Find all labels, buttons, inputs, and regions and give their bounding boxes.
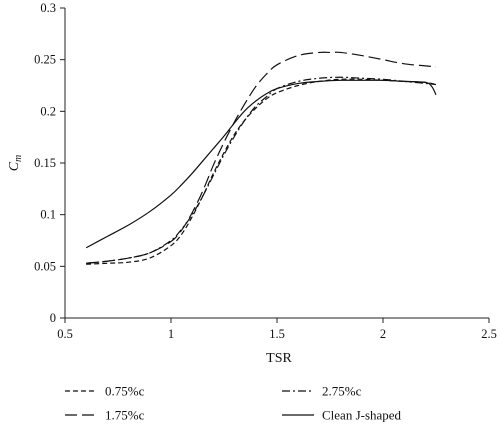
legend-item: 1.75%c <box>65 408 145 423</box>
y-tick-label: 0 <box>50 311 56 325</box>
y-ticks: 0 0.05 0.1 0.15 0.2 0.25 0.3 <box>34 1 65 325</box>
series-line-long-dashed <box>86 51 437 264</box>
y-tick-label: 0.25 <box>34 53 56 67</box>
x-tick-label: 2 <box>380 327 386 341</box>
legend-item: Clean J-shaped <box>282 408 402 423</box>
y-tick-label: 0.1 <box>40 208 56 222</box>
legend-label: Clean J-shaped <box>322 408 402 423</box>
x-tick-label: 0.5 <box>57 327 73 341</box>
x-tick-label: 1 <box>168 327 174 341</box>
legend-item: 0.75%c <box>65 384 145 399</box>
series-line-solid <box>85 79 437 249</box>
y-tick-label: 0.05 <box>34 259 56 273</box>
legend-label: 0.75%c <box>105 384 145 399</box>
series-line-dashed <box>86 78 437 265</box>
legend-item: 2.75%c <box>282 384 362 399</box>
y-axis-title: Cm <box>7 155 24 172</box>
y-tick-label: 0.15 <box>34 156 56 170</box>
x-ticks: 0.5 1 1.5 2 2.5 <box>57 318 497 341</box>
y-tick-label: 0.3 <box>40 1 56 15</box>
y-axis-title-subscript: m <box>13 155 24 162</box>
series-line-dash-dot <box>86 76 437 264</box>
x-tick-label: 1.5 <box>269 327 285 341</box>
legend-label: 2.75%c <box>322 384 362 399</box>
plot-area: 0.5 1 1.5 2 2.5 0 0.05 0.1 0.15 0.2 0.25 0.3 <box>34 1 497 341</box>
y-axis-title-main: C <box>7 161 22 171</box>
svg-text:Cm: Cm <box>7 155 24 172</box>
legend: 0.75%c 1.75%c 2.75%c Clean J-shaped <box>65 384 402 423</box>
legend-label: 1.75%c <box>105 408 145 423</box>
y-tick-label: 0.2 <box>40 104 56 118</box>
series-lines <box>85 51 437 265</box>
x-tick-label: 2.5 <box>481 327 497 341</box>
x-axis-title: TSR <box>266 351 292 366</box>
